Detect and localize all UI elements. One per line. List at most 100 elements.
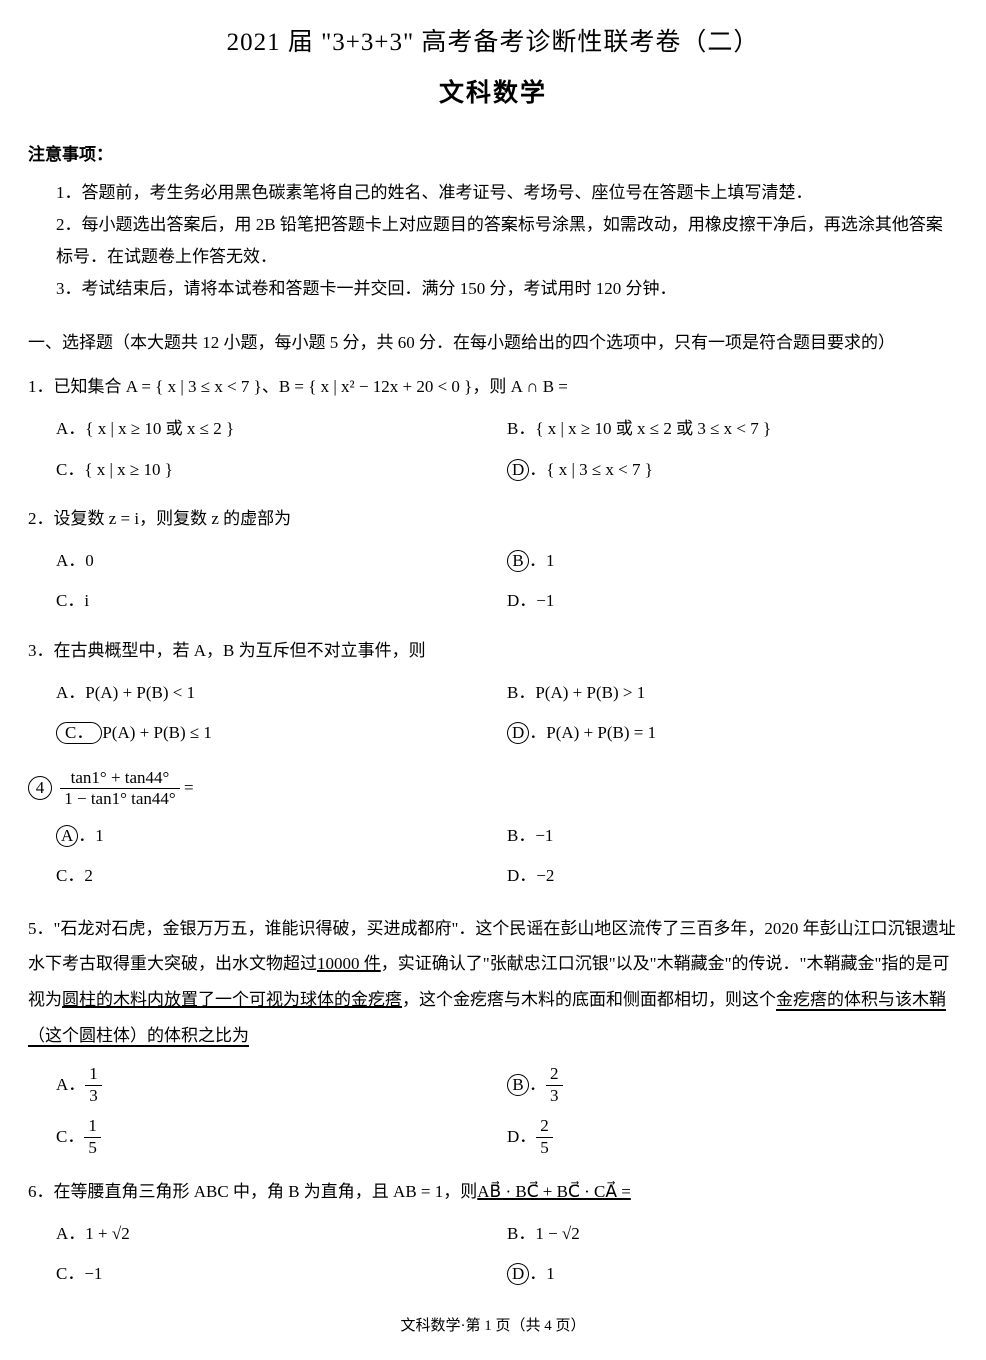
q4-opt-d: D．−2: [507, 861, 958, 892]
q5-c-den: 5: [84, 1138, 101, 1158]
label-d: D．: [507, 861, 536, 892]
circled-d-icon: D．: [507, 718, 546, 749]
label-b: B．: [507, 414, 535, 445]
label-b: B．: [507, 1219, 535, 1250]
q1-d-text: { x | 3 ≤ x < 7 }: [546, 455, 653, 486]
title-main: 2021 届 "3+3+3" 高考备考诊断性联考卷（二）: [28, 20, 958, 65]
q2-b-text: 1: [546, 546, 555, 577]
label-c: C．: [56, 861, 84, 892]
q6-vector-expr: AB⃗ · BC⃗ + BC⃗ · CA⃗ =: [477, 1182, 631, 1201]
q4-d-text: −2: [536, 861, 554, 892]
q3-b-text: P(A) + P(B) > 1: [535, 678, 645, 709]
q4-c-text: 2: [84, 861, 93, 892]
q6-a-text: 1 + √2: [85, 1219, 129, 1250]
q5-a-den: 3: [85, 1086, 102, 1106]
label-c: C．: [56, 455, 84, 486]
q5-b-den: 3: [546, 1086, 563, 1106]
q3-c-text: P(A) + P(B) ≤ 1: [102, 718, 212, 749]
notice-item-1: 1．答题前，考生务必用黑色碳素笔将自己的姓名、准考证号、考场号、座位号在答题卡上…: [28, 177, 958, 209]
q2-opt-b: B．1: [507, 546, 958, 577]
q6-b-text: 1 − √2: [535, 1219, 579, 1250]
q1-opt-b: B．{ x | x ≥ 10 或 x ≤ 2 或 3 ≤ x < 7 }: [507, 414, 958, 445]
circled-d-icon: D．: [507, 455, 546, 486]
q3-a-text: P(A) + P(B) < 1: [85, 678, 195, 709]
circled-d-icon: D．: [507, 1259, 546, 1290]
q2-options: A．0 B．1 C．i D．−1: [28, 541, 958, 622]
q5-c-num: 1: [84, 1116, 101, 1137]
q4-stem: 4 tan1° + tan44° 1 − tan1° tan44° =: [28, 768, 958, 810]
section-1-head: 一、选择题（本大题共 12 小题，每小题 5 分，共 60 分．在每小题给出的四…: [28, 328, 958, 359]
q5-b-frac: 23: [546, 1064, 563, 1106]
label-a: A．: [56, 414, 85, 445]
label-c: C．: [56, 1259, 84, 1290]
q1-opt-a: A．{ x | x ≥ 10 或 x ≤ 2 }: [56, 414, 507, 445]
q5-opt-c: C．15: [56, 1116, 507, 1158]
q6-text-a: 6．在等腰直角三角形 ABC 中，角 B 为直角，且 AB = 1，则: [28, 1182, 477, 1201]
q4-fraction: tan1° + tan44° 1 − tan1° tan44°: [60, 768, 179, 810]
q2-opt-a: A．0: [56, 546, 507, 577]
q5-a-frac: 13: [85, 1064, 102, 1106]
q5-opt-d: D．25: [507, 1116, 958, 1158]
circled-a-icon: A．: [56, 821, 95, 852]
q3-opt-b: B．P(A) + P(B) > 1: [507, 678, 958, 709]
q5-d-frac: 25: [536, 1116, 553, 1158]
notice-item-2: 2．每小题选出答案后，用 2B 铅笔把答题卡上对应题目的答案标号涂黑，如需改动，…: [28, 209, 958, 274]
q4-b-text: −1: [535, 821, 553, 852]
q1-stem: 1．已知集合 A = { x | 3 ≤ x < 7 }、B = { x | x…: [28, 372, 958, 403]
q2-stem: 2．设复数 z = i，则复数 z 的虚部为: [28, 504, 958, 535]
oval-c-icon: C．: [56, 718, 102, 749]
label-c: C．: [56, 1122, 84, 1153]
q4-a-text: 1: [95, 821, 104, 852]
q5-b-num: 2: [546, 1064, 563, 1085]
q5-d-den: 5: [536, 1138, 553, 1158]
q1-opt-c: C．{ x | x ≥ 10 }: [56, 455, 507, 486]
q4-eq: =: [184, 778, 194, 797]
circled-b-icon: B．: [507, 1070, 546, 1101]
q5-d-num: 2: [536, 1116, 553, 1137]
q3-options: A．P(A) + P(B) < 1 B．P(A) + P(B) > 1 C．P(…: [28, 673, 958, 754]
label-a: A．: [56, 546, 85, 577]
circled-b-icon: B．: [507, 546, 546, 577]
q5-a-num: 1: [85, 1064, 102, 1085]
q1-b-text: { x | x ≥ 10 或 x ≤ 2 或 3 ≤ x < 7 }: [535, 414, 771, 445]
q1-options: A．{ x | x ≥ 10 或 x ≤ 2 } B．{ x | x ≥ 10 …: [28, 409, 958, 490]
notice-head: 注意事项：: [28, 140, 958, 171]
q5-stem: 5．"石龙对石虎，金银万万五，谁能识得破，买进成都府"．这个民谣在彭山地区流传了…: [28, 911, 958, 1054]
q6-opt-a: A．1 + √2: [56, 1219, 507, 1250]
label-b: B．: [507, 678, 535, 709]
q5-opt-a: A．13: [56, 1064, 507, 1106]
q6-opt-b: B．1 − √2: [507, 1219, 958, 1250]
title-sub: 文科数学: [28, 71, 958, 116]
q2-c-text: i: [84, 586, 89, 617]
q4-opt-b: B．−1: [507, 821, 958, 852]
label-a: A．: [56, 1070, 85, 1101]
q2-opt-d: D．−1: [507, 586, 958, 617]
q3-d-text: P(A) + P(B) = 1: [546, 718, 656, 749]
q1-opt-d: D．{ x | 3 ≤ x < 7 }: [507, 455, 958, 486]
label-c: C．: [56, 586, 84, 617]
q5-options: A．13 B．23 C．15 D．25: [28, 1059, 958, 1163]
q4-frac-num: tan1° + tan44°: [60, 768, 179, 789]
q3-opt-d: D．P(A) + P(B) = 1: [507, 718, 958, 749]
q3-opt-c: C．P(A) + P(B) ≤ 1: [56, 718, 507, 749]
q5-opt-b: B．23: [507, 1064, 958, 1106]
q4-opt-c: C．2: [56, 861, 507, 892]
q4-options: A．1 B．−1 C．2 D．−2: [28, 816, 958, 897]
label-d: D．: [507, 586, 536, 617]
q6-opt-d: D．1: [507, 1259, 958, 1290]
notice-item-3: 3．考试结束后，请将本试卷和答题卡一并交回．满分 150 分，考试用时 120 …: [28, 273, 958, 305]
q6-options: A．1 + √2 B．1 − √2 C．−1 D．1: [28, 1214, 958, 1295]
label-a: A．: [56, 1219, 85, 1250]
q6-opt-c: C．−1: [56, 1259, 507, 1290]
q4-frac-den: 1 − tan1° tan44°: [60, 789, 179, 809]
q5-text-c: ，这个金疙瘩与木料的底面和侧面都相切，则这个: [402, 990, 776, 1009]
q2-opt-c: C．i: [56, 586, 507, 617]
circled-4-icon: 4: [28, 776, 52, 800]
q6-d-text: 1: [546, 1259, 555, 1290]
q3-opt-a: A．P(A) + P(B) < 1: [56, 678, 507, 709]
q2-d-text: −1: [536, 586, 554, 617]
label-a: A．: [56, 678, 85, 709]
q5-c-frac: 15: [84, 1116, 101, 1158]
q1-a-text: { x | x ≥ 10 或 x ≤ 2 }: [85, 414, 234, 445]
label-d: D．: [507, 1122, 536, 1153]
